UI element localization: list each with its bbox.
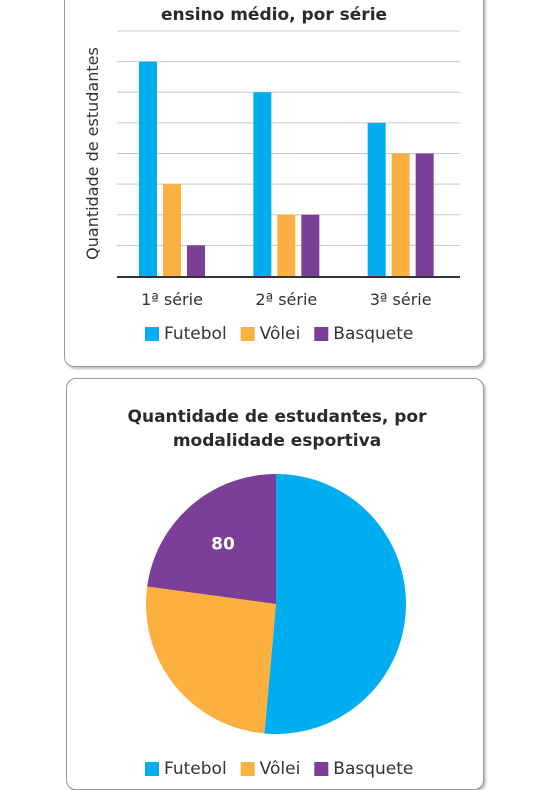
pie-data-label: 80	[211, 534, 235, 554]
bar-basquete-3	[415, 153, 434, 276]
bar-basquete-2	[301, 214, 320, 276]
x-tick-label: 3ª série	[370, 290, 432, 309]
legend-swatch	[314, 762, 329, 776]
legend-swatch	[240, 327, 255, 341]
legend-label: Vôlei	[260, 759, 301, 779]
bar-futebol-2	[253, 92, 272, 276]
bar-chart-title: ensino médio, por série	[160, 5, 388, 25]
pie-chart: 80 Futebol Vôlei Basquete	[145, 474, 413, 779]
pie-slice-basquete	[147, 474, 276, 604]
legend-swatch	[145, 762, 159, 776]
bar-volei-1	[163, 184, 181, 276]
bar-volei-2	[277, 214, 296, 276]
legend-label: Futebol	[164, 759, 227, 779]
legend-swatch	[145, 327, 159, 341]
pie-chart-title: Quantidade de estudantes, por modalidade…	[127, 407, 427, 451]
legend-swatch	[240, 762, 255, 776]
bar-volei-3	[391, 153, 410, 276]
x-tick-label: 2ª série	[255, 290, 317, 309]
x-tick-label: 1ª série	[141, 290, 203, 309]
legend-label: Vôlei	[260, 324, 301, 344]
bar-futebol-3	[367, 122, 386, 276]
legend-swatch	[314, 327, 329, 341]
bar-chart-panel: ensino médio, por série 1ª série 2ª série…	[64, 0, 484, 367]
bar-futebol-1	[139, 61, 157, 276]
legend-label: Basquete	[333, 759, 413, 779]
pie-slice-futebol	[264, 474, 406, 734]
pie-chart-panel: Quantidade de estudantes, por modalidade…	[66, 378, 484, 790]
legend-label: Basquete	[333, 324, 413, 344]
legend-label: Futebol	[164, 324, 227, 344]
pie-slice-volei	[146, 586, 276, 734]
bar-basquete-1	[187, 245, 205, 276]
y-axis-label: Quantidade de estudantes	[83, 47, 102, 260]
bar-chart: 1ª série 2ª série 3ª série Quantidade de es…	[83, 30, 460, 344]
